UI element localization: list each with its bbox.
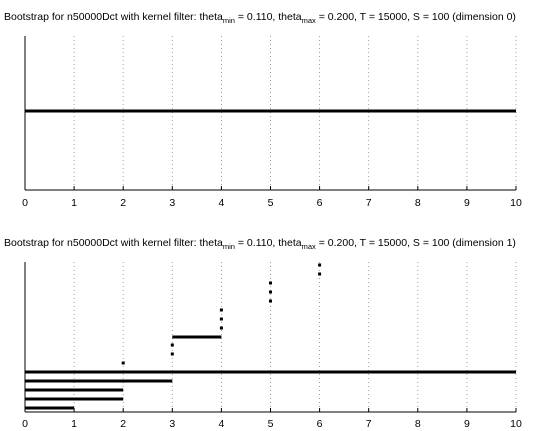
title-sub-max: max	[302, 16, 316, 25]
x-tick-label: 9	[464, 197, 470, 209]
barcode-panel-0: Bootstrap for n50000Dct with kernel filt…	[4, 11, 522, 209]
barcode-point	[269, 299, 272, 303]
chart-title: Bootstrap for n50000Dct with kernel filt…	[4, 237, 516, 251]
barcode-point	[318, 272, 322, 276]
x-tick-label: 10	[510, 197, 522, 209]
x-tick-label: 0	[22, 197, 28, 209]
x-tick-label: 7	[366, 197, 372, 209]
x-tick-label: 9	[464, 418, 470, 430]
barcode-point	[219, 326, 223, 330]
x-tick-label: 4	[218, 197, 224, 209]
x-tick-label: 2	[120, 197, 126, 209]
x-tick-label: 6	[317, 418, 323, 430]
title-prefix: Bootstrap for n50000Dct with kernel filt…	[4, 237, 223, 249]
x-tick-label: 6	[317, 197, 323, 209]
title-suffix: = 0.200, T = 15000, S = 100 (dimension 0…	[316, 11, 516, 23]
x-tick-label: 1	[71, 418, 77, 430]
title-mid: = 0.110, theta	[235, 11, 302, 23]
barcode-point	[219, 308, 223, 312]
barcode-point	[318, 263, 322, 267]
x-tick-label: 1	[71, 197, 77, 209]
barcode-point	[219, 317, 223, 321]
barcode-point	[269, 290, 272, 294]
title-prefix: Bootstrap for n50000Dct with kernel filt…	[4, 11, 223, 23]
x-tick-label: 5	[268, 197, 274, 209]
x-tick-label: 2	[120, 418, 126, 430]
x-tick-label: 3	[169, 418, 175, 430]
barcode-panel-1: Bootstrap for n50000Dct with kernel filt…	[4, 237, 522, 430]
title-suffix: = 0.200, T = 15000, S = 100 (dimension 1…	[316, 237, 516, 249]
barcode-point	[269, 281, 272, 285]
title-sub-min: min	[223, 242, 235, 251]
barcode-point	[170, 343, 174, 347]
x-tick-label: 3	[169, 197, 175, 209]
x-tick-label: 10	[510, 418, 522, 430]
x-tick-label: 5	[268, 418, 274, 430]
chart-title: Bootstrap for n50000Dct with kernel filt…	[4, 11, 516, 25]
x-tick-label: 4	[218, 418, 224, 430]
x-tick-label: 7	[366, 418, 372, 430]
x-tick-label: 8	[415, 197, 421, 209]
title-sub-min: min	[223, 16, 235, 25]
x-tick-label: 0	[22, 418, 28, 430]
barcode-point	[170, 352, 174, 356]
title-sub-max: max	[302, 242, 316, 251]
title-mid: = 0.110, theta	[235, 237, 302, 249]
x-tick-label: 8	[415, 418, 421, 430]
barcode-point	[121, 361, 125, 365]
